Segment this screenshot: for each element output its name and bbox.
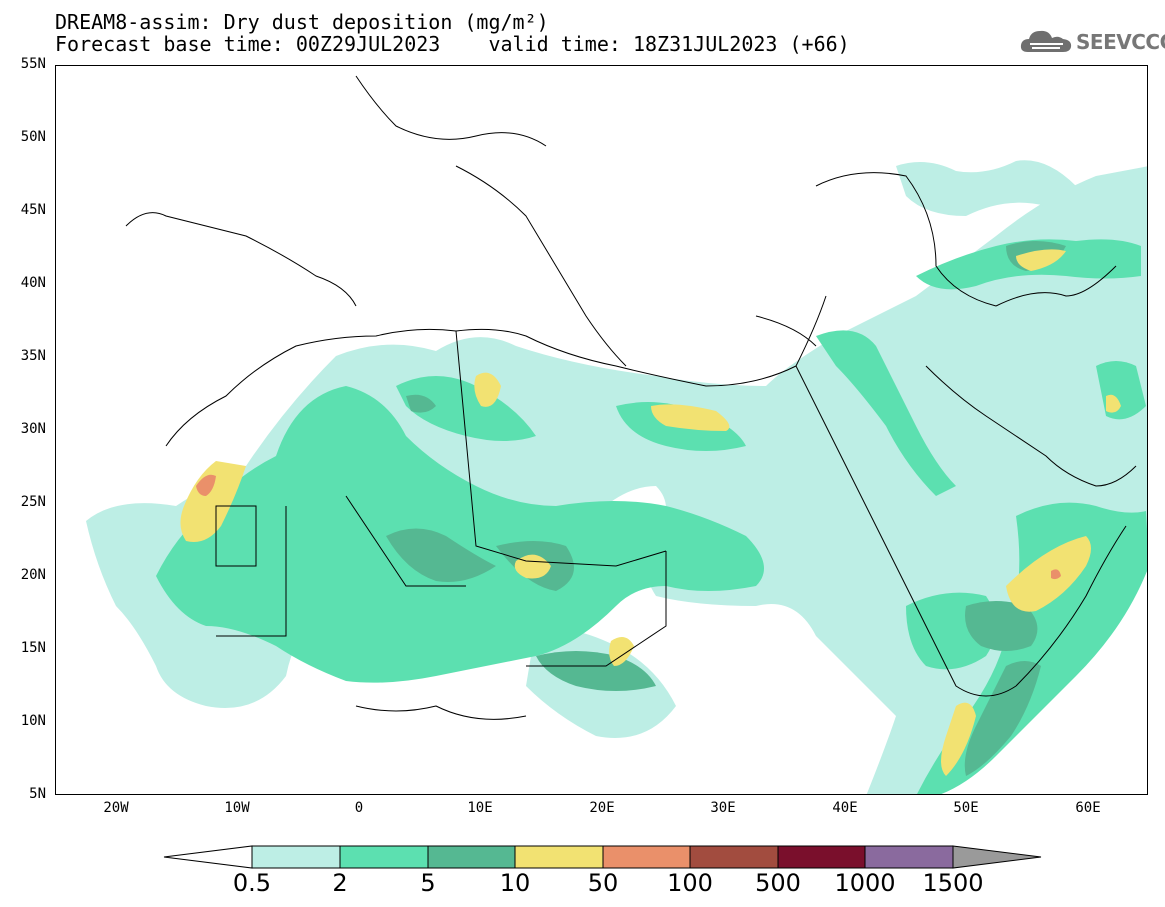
lon-label: 30E (710, 800, 736, 816)
lat-label: 15N (20, 640, 46, 656)
lat-label: 25N (20, 494, 46, 510)
lon-label: 10W (224, 800, 250, 816)
colorbar-swatch (602, 845, 691, 869)
colorbar-swatch (339, 845, 429, 869)
colorbar-label: 5 (420, 869, 436, 897)
colorbar-swatch (864, 845, 954, 869)
lon-label: 20W (103, 800, 129, 816)
colorbar-swatch (777, 845, 866, 869)
colorbar-label: 10 (499, 869, 531, 897)
lon-label: 50E (953, 800, 979, 816)
lon-label: 40E (832, 800, 858, 816)
colorbar-label: 0.5 (232, 869, 272, 897)
logo-text: SEEVCCC (1076, 30, 1165, 54)
colorbar-label: 500 (755, 869, 801, 897)
lat-label: 30N (20, 421, 46, 437)
lat-label: 10N (20, 713, 46, 729)
colorbar-max-arrow (952, 845, 1042, 869)
lon-label: 60E (1075, 800, 1101, 816)
lon-label: 10E (467, 800, 493, 816)
colorbar-label: 50 (587, 869, 619, 897)
lat-label: 40N (20, 275, 46, 291)
lat-label: 35N (20, 348, 46, 364)
chart-title: DREAM8-assim: Dry dust deposition (mg/m²… (55, 10, 549, 34)
cloud-logo-icon (1020, 30, 1072, 52)
lat-label: 20N (20, 567, 46, 583)
lat-label: 50N (20, 129, 46, 145)
colorbar-swatch (689, 845, 779, 869)
dust-map (86, 75, 1147, 794)
lat-label: 5N (29, 786, 46, 802)
dust-level-10 (180, 249, 1121, 776)
coastlines (125, 75, 1137, 720)
colorbar-swatch (514, 845, 604, 869)
colorbar-label: 2 (332, 869, 348, 897)
colorbar-swatch (251, 845, 341, 869)
lon-label: 20E (589, 800, 615, 816)
map-panel (55, 65, 1148, 795)
forecast-times: Forecast base time: 00Z29JUL2023 valid t… (55, 32, 850, 56)
colorbar-label: 1000 (834, 869, 896, 897)
lat-label: 55N (20, 56, 46, 72)
lat-label: 45N (20, 202, 46, 218)
lon-label: 0 (354, 800, 364, 816)
colorbar-label: 1500 (922, 869, 984, 897)
colorbar (163, 845, 1042, 869)
colorbar-swatch (427, 845, 516, 869)
colorbar-min-arrow (163, 845, 253, 869)
dust-level-50 (196, 474, 1061, 580)
colorbar-label: 100 (667, 869, 713, 897)
